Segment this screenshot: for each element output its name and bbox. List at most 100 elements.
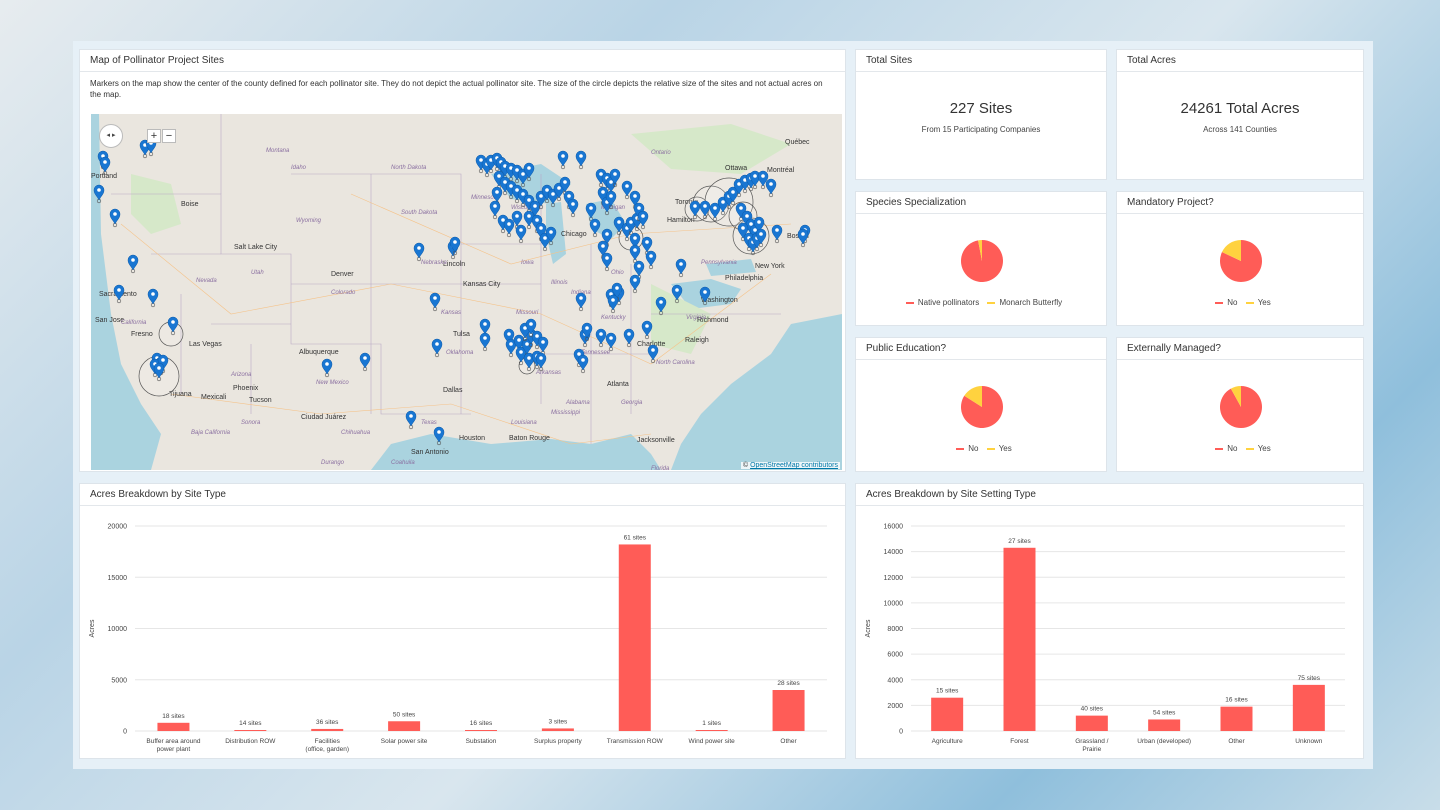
site-marker-icon[interactable] — [647, 344, 659, 364]
site-marker-icon[interactable] — [605, 332, 617, 352]
site-marker-icon[interactable] — [797, 228, 809, 248]
zoom-in-button[interactable]: + — [147, 129, 161, 143]
site-marker-icon[interactable] — [515, 224, 527, 244]
legend-yes[interactable]: Yes — [998, 444, 1012, 453]
site-marker-icon[interactable] — [737, 222, 749, 242]
site-marker-icon[interactable] — [727, 186, 739, 206]
site-marker-icon[interactable] — [99, 156, 111, 176]
bar[interactable] — [234, 730, 267, 731]
site-marker-icon[interactable] — [503, 218, 515, 238]
bar[interactable] — [1292, 684, 1325, 731]
legend-no[interactable]: No — [1227, 444, 1238, 453]
site-marker-icon[interactable] — [629, 232, 641, 252]
site-marker-icon[interactable] — [523, 352, 535, 372]
bar[interactable] — [1003, 547, 1036, 731]
site-marker-icon[interactable] — [557, 150, 569, 170]
mandatory-pie-chart[interactable] — [1117, 236, 1365, 286]
openstreetmap-link[interactable]: OpenStreetMap contributors — [750, 462, 838, 469]
site-marker-icon[interactable] — [525, 318, 537, 338]
site-marker-icon[interactable] — [523, 162, 535, 182]
site-marker-icon[interactable] — [113, 284, 125, 304]
bar[interactable] — [311, 728, 344, 731]
site-marker-icon[interactable] — [505, 338, 517, 358]
site-marker-icon[interactable] — [577, 354, 589, 374]
site-marker-icon[interactable] — [641, 236, 653, 256]
zoom-out-button[interactable]: − — [162, 129, 176, 143]
site-marker-icon[interactable] — [575, 150, 587, 170]
externally-managed-pie-chart[interactable] — [1117, 382, 1365, 432]
site-marker-icon[interactable] — [601, 252, 613, 272]
legend-no[interactable]: No — [1227, 298, 1238, 307]
site-marker-icon[interactable] — [429, 292, 441, 312]
site-marker-icon[interactable] — [567, 198, 579, 218]
site-marker-icon[interactable] — [629, 244, 641, 264]
site-marker-icon[interactable] — [749, 170, 761, 190]
setting-type-bar-chart[interactable]: 0 2000 4000 6000 8000 10000 12000 14000 16000 Acr… — [856, 506, 1363, 758]
legend-native-pollinators[interactable]: Native pollinators — [917, 298, 980, 307]
bar[interactable] — [695, 730, 728, 731]
site-marker-icon[interactable] — [709, 202, 721, 222]
site-marker-icon[interactable] — [605, 190, 617, 210]
site-marker-icon[interactable] — [637, 210, 649, 230]
site-marker-icon[interactable] — [321, 358, 333, 378]
site-marker-icon[interactable] — [689, 200, 701, 220]
bar[interactable] — [1220, 706, 1253, 731]
site-type-bar-chart[interactable]: 0 5000 10000 15000 20000 Acres 18 sites Buffer … — [80, 506, 845, 758]
bar[interactable] — [931, 697, 964, 731]
site-marker-icon[interactable] — [405, 410, 417, 430]
site-marker-icon[interactable] — [127, 254, 139, 274]
pie-slice-secondary[interactable] — [964, 386, 982, 407]
site-marker-icon[interactable] — [535, 352, 547, 372]
site-marker-icon[interactable] — [609, 168, 621, 188]
bar[interactable] — [1075, 715, 1108, 731]
site-marker-icon[interactable] — [671, 284, 683, 304]
site-marker-icon[interactable] — [147, 288, 159, 308]
site-marker-icon[interactable] — [633, 260, 645, 280]
bar[interactable] — [388, 721, 421, 731]
site-marker-icon[interactable] — [545, 226, 557, 246]
bar[interactable] — [772, 690, 805, 731]
site-marker-icon[interactable] — [641, 320, 653, 340]
site-marker-icon[interactable] — [595, 328, 607, 348]
site-marker-icon[interactable] — [449, 236, 461, 256]
site-marker-icon[interactable] — [167, 316, 179, 336]
site-marker-icon[interactable] — [575, 292, 587, 312]
legend-yes[interactable]: Yes — [1257, 444, 1271, 453]
bar[interactable] — [541, 728, 574, 731]
site-marker-icon[interactable] — [655, 296, 667, 316]
site-marker-icon[interactable] — [489, 200, 501, 220]
site-marker-icon[interactable] — [359, 352, 371, 372]
site-marker-icon[interactable] — [623, 328, 635, 348]
legend-no[interactable]: No — [968, 444, 979, 453]
site-marker-icon[interactable] — [93, 184, 105, 204]
pan-control[interactable]: ◂ ▸ — [99, 124, 123, 148]
site-marker-icon[interactable] — [479, 318, 491, 338]
pie-slice-secondary[interactable] — [978, 240, 982, 261]
site-marker-icon[interactable] — [511, 184, 523, 204]
site-marker-icon[interactable] — [757, 170, 769, 190]
bar[interactable] — [157, 722, 190, 731]
site-marker-icon[interactable] — [109, 208, 121, 228]
site-markers[interactable] — [93, 137, 811, 446]
site-marker-icon[interactable] — [699, 286, 711, 306]
site-marker-icon[interactable] — [537, 336, 549, 356]
legend-monarch-butterfly[interactable]: Monarch Butterfly — [999, 298, 1063, 307]
bar[interactable] — [1148, 719, 1181, 731]
site-marker-icon[interactable] — [413, 242, 425, 262]
bar[interactable] — [465, 730, 497, 731]
site-marker-icon[interactable] — [765, 178, 777, 198]
site-marker-icon[interactable] — [755, 228, 767, 248]
site-marker-icon[interactable] — [607, 294, 619, 314]
species-pie-chart[interactable] — [856, 236, 1108, 286]
site-marker-icon[interactable] — [611, 282, 623, 302]
site-marker-icon[interactable] — [431, 338, 443, 358]
site-marker-icon[interactable] — [621, 180, 633, 200]
site-marker-icon[interactable] — [699, 200, 711, 220]
site-marker-icon[interactable] — [771, 224, 783, 244]
site-marker-icon[interactable] — [433, 426, 445, 446]
site-marker-icon[interactable] — [503, 328, 515, 348]
site-marker-icon[interactable] — [645, 250, 657, 270]
pie-slice-secondary[interactable] — [1221, 240, 1241, 261]
